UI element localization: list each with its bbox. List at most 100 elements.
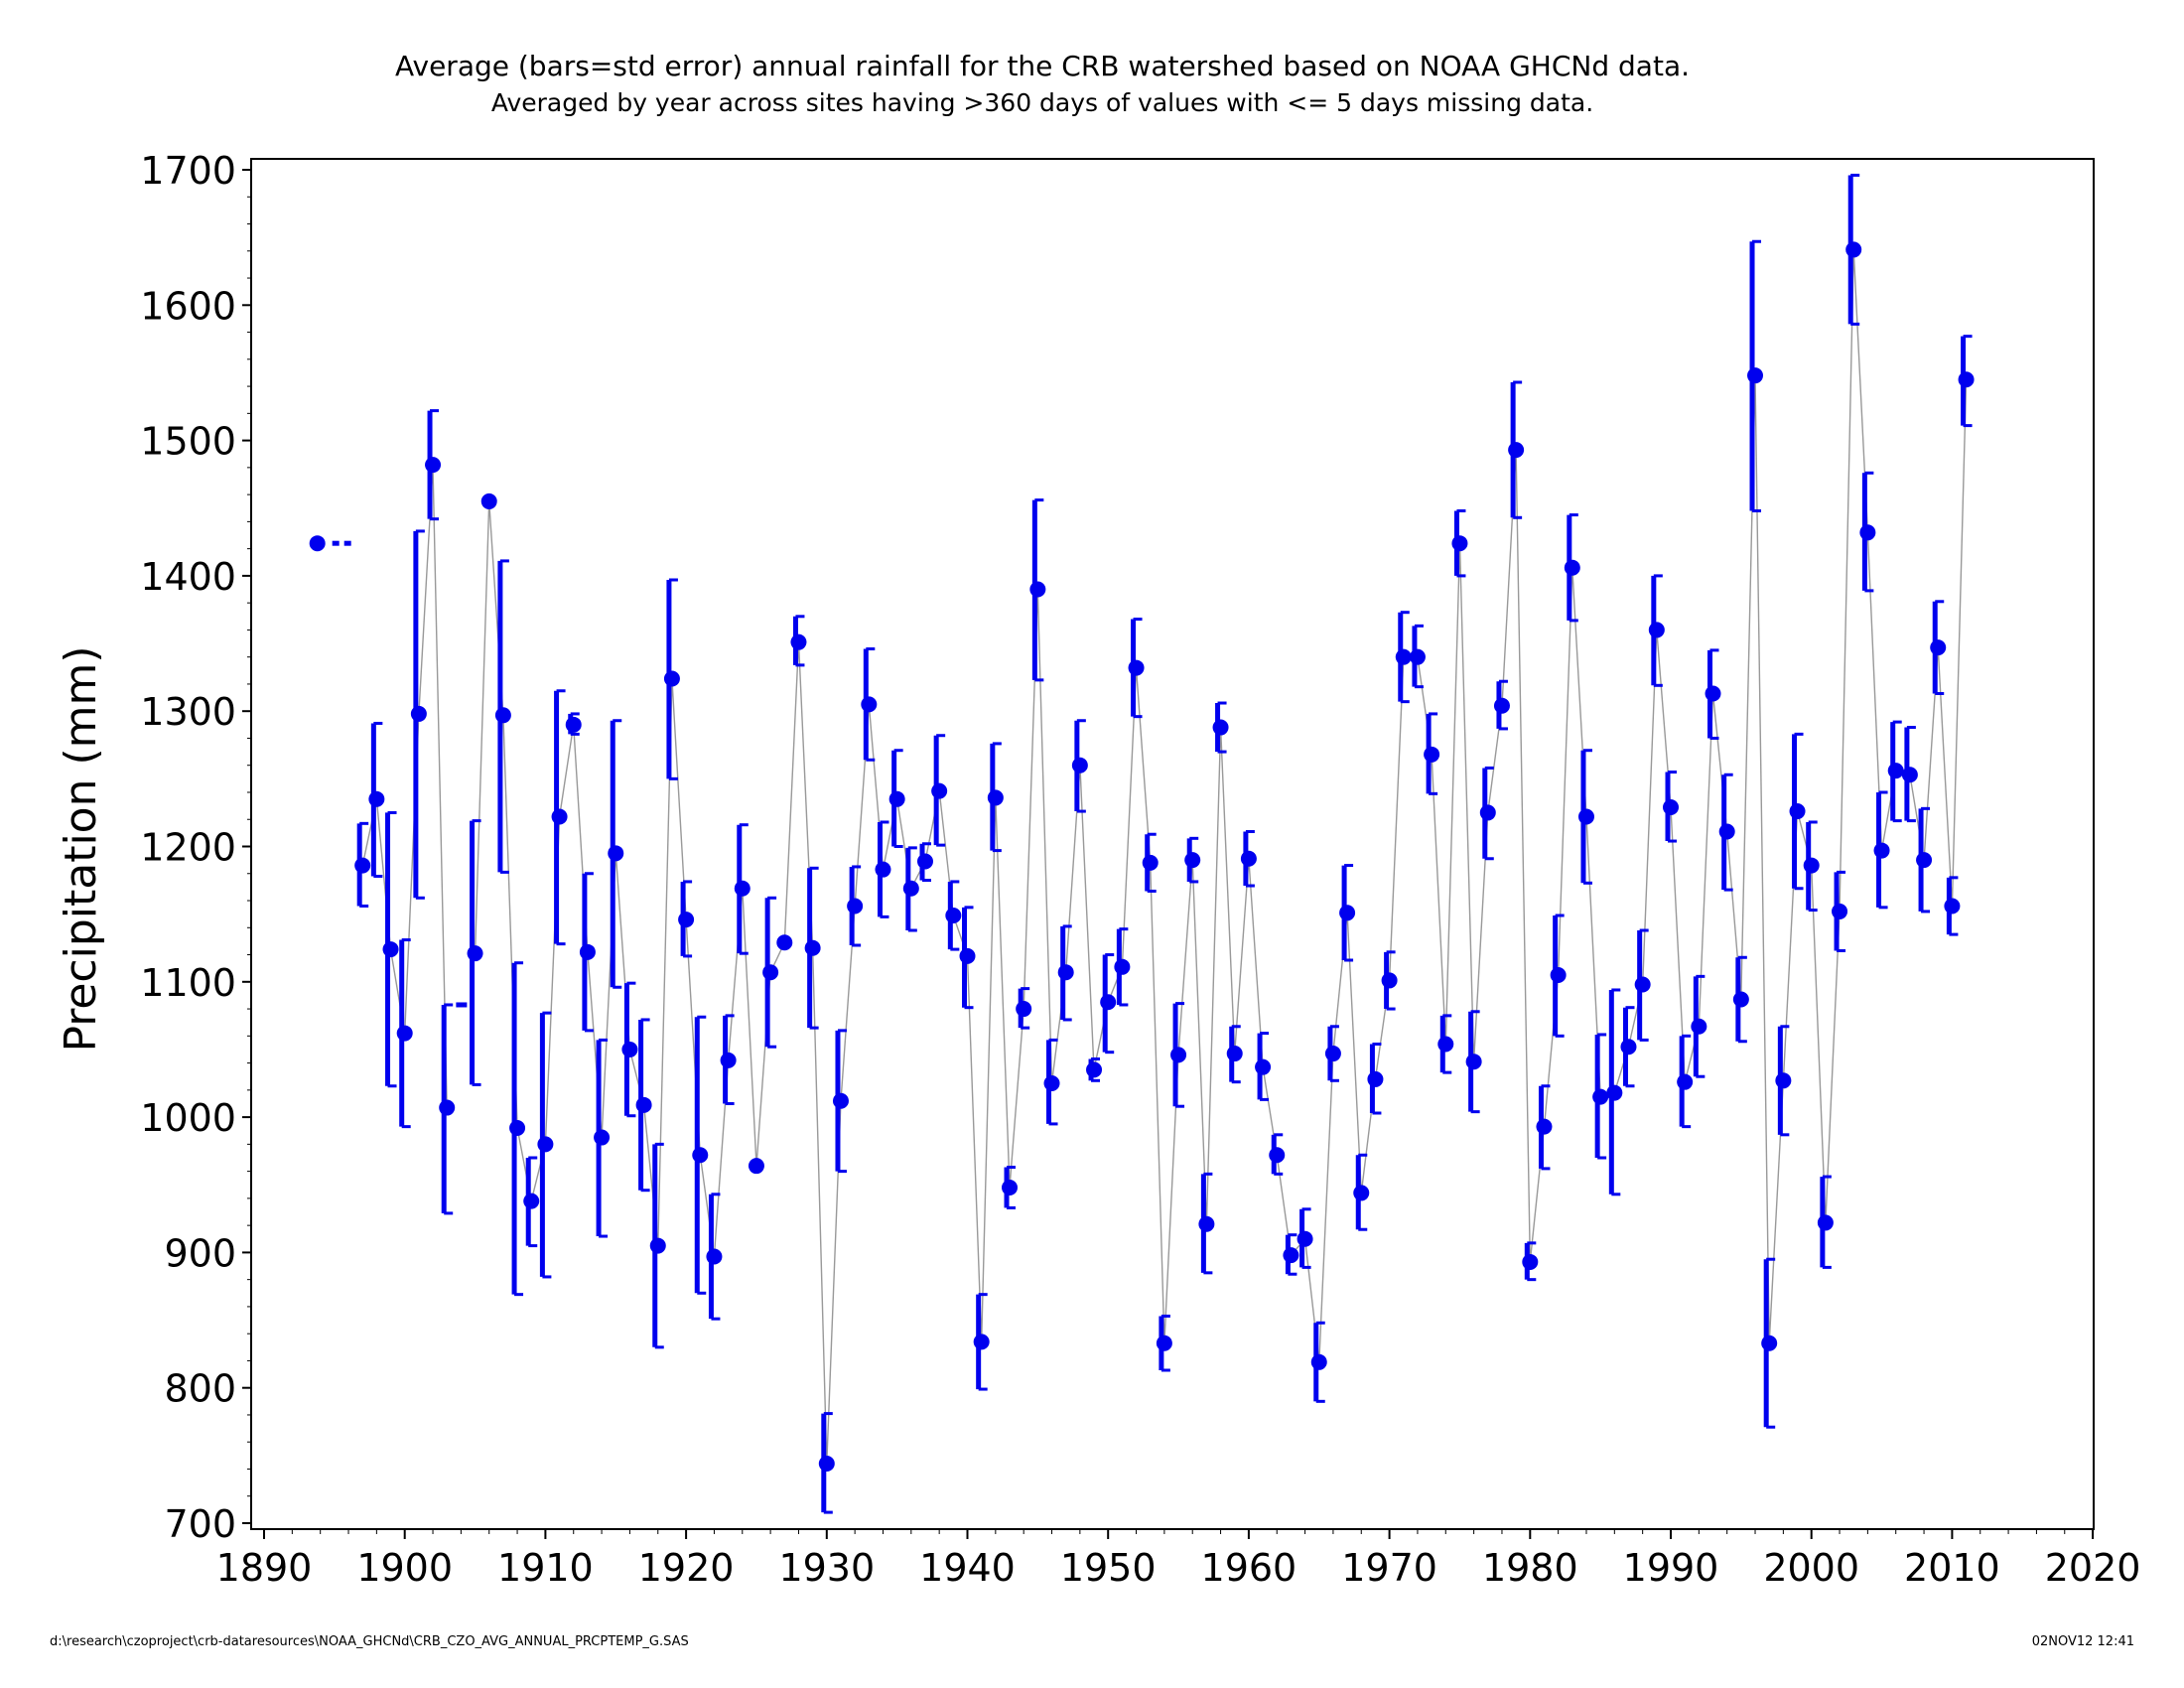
- data-point: [1367, 1070, 1384, 1087]
- data-point: [888, 790, 905, 807]
- data-point: [509, 1120, 526, 1137]
- data-point: [973, 1334, 990, 1350]
- y-tick-label: 1300: [140, 690, 236, 734]
- markers-group: [354, 241, 1975, 1473]
- x-tick-label: 1940: [919, 1546, 1016, 1590]
- data-point: [1437, 1036, 1454, 1053]
- chart-title: Average (bars=std error) annual rainfall…: [395, 50, 1690, 82]
- data-point: [776, 934, 793, 951]
- data-point: [1859, 524, 1876, 541]
- data-point: [861, 696, 878, 713]
- data-point: [748, 1158, 764, 1175]
- data-point: [1901, 767, 1918, 783]
- data-point: [1297, 1230, 1313, 1247]
- data-point: [1353, 1185, 1370, 1201]
- data-point: [425, 457, 442, 474]
- data-point: [1958, 371, 1975, 388]
- data-point: [1747, 367, 1764, 384]
- y-tick-label: 1700: [140, 149, 236, 193]
- data-point: [621, 1041, 638, 1057]
- data-point: [1775, 1072, 1792, 1089]
- x-tick-label: 2000: [1763, 1546, 1859, 1590]
- x-tick-label: 1950: [1060, 1546, 1157, 1590]
- data-point: [1226, 1046, 1243, 1062]
- data-point: [1310, 1353, 1327, 1370]
- x-tick-label: 1930: [778, 1546, 875, 1590]
- data-point: [692, 1147, 709, 1164]
- data-point: [790, 633, 807, 650]
- data-point: [467, 945, 483, 962]
- data-point: [1339, 905, 1356, 921]
- y-axis-label: Precipitation (mm): [56, 645, 106, 1052]
- data-point: [1086, 1061, 1103, 1078]
- data-point: [678, 912, 695, 928]
- data-point: [1493, 697, 1510, 714]
- data-point: [720, 1052, 737, 1068]
- chart-subtitle: Averaged by year across sites having >36…: [491, 88, 1593, 117]
- data-point: [1564, 559, 1580, 576]
- data-point: [1522, 1253, 1539, 1270]
- data-point: [354, 857, 371, 874]
- data-point: [1212, 719, 1229, 736]
- x-tick-label: 2020: [2045, 1546, 2141, 1590]
- data-point: [480, 492, 497, 509]
- data-point: [1789, 803, 1806, 820]
- plot-frame: [250, 158, 2095, 1530]
- data-point: [1240, 850, 1257, 867]
- data-point: [1761, 1335, 1778, 1351]
- y-tick-label: 700: [164, 1502, 236, 1546]
- data-point: [1832, 903, 1848, 919]
- data-point: [1451, 535, 1468, 552]
- data-point: [1479, 804, 1496, 821]
- data-point: [1184, 852, 1201, 869]
- data-point: [523, 1193, 540, 1209]
- data-point: [1873, 842, 1890, 859]
- data-point: [1887, 763, 1904, 779]
- data-point: [1424, 746, 1440, 763]
- x-tick-label: 1920: [638, 1546, 735, 1590]
- data-point: [1255, 1058, 1272, 1075]
- y-tick-label: 1600: [140, 284, 236, 328]
- data-point: [1128, 659, 1145, 676]
- data-point: [804, 939, 821, 956]
- data-point: [1732, 991, 1749, 1008]
- annotation-group: [309, 535, 468, 1008]
- data-point: [706, 1248, 723, 1265]
- y-tick-label: 1100: [140, 961, 236, 1005]
- data-point: [1071, 757, 1088, 774]
- data-point: [832, 1092, 849, 1109]
- data-point: [734, 880, 751, 897]
- data-point: [1100, 994, 1117, 1011]
- data-point: [1944, 898, 1961, 914]
- y-tick-label: 1000: [140, 1096, 236, 1140]
- data-point: [494, 707, 511, 724]
- data-point: [1016, 1001, 1032, 1018]
- data-point: [1381, 972, 1398, 989]
- data-point: [1718, 823, 1735, 840]
- data-point: [875, 861, 891, 878]
- data-point: [987, 789, 1004, 806]
- data-point: [1677, 1073, 1694, 1090]
- data-point: [1606, 1084, 1623, 1101]
- data-point: [635, 1096, 652, 1113]
- data-point: [1536, 1118, 1553, 1135]
- data-point: [368, 790, 385, 807]
- data-point: [1930, 639, 1947, 656]
- data-point: [565, 716, 582, 733]
- y-tick-label: 800: [164, 1367, 236, 1411]
- data-point: [1114, 958, 1131, 975]
- data-point: [931, 782, 948, 799]
- data-point: [762, 964, 779, 981]
- data-point: [649, 1237, 666, 1254]
- x-tick-label: 1970: [1341, 1546, 1437, 1590]
- x-tick-label: 1890: [216, 1546, 313, 1590]
- data-point: [1648, 622, 1665, 638]
- data-point: [1156, 1335, 1172, 1351]
- data-point: [1508, 442, 1525, 459]
- data-point: [847, 898, 864, 914]
- data-point: [410, 705, 427, 722]
- data-point: [945, 908, 962, 924]
- data-point: [1817, 1214, 1834, 1231]
- data-point: [959, 947, 976, 964]
